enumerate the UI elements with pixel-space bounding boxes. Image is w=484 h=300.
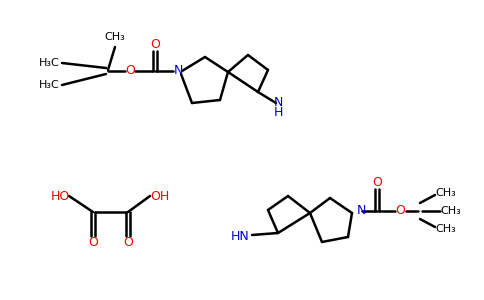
Text: O: O: [372, 176, 382, 190]
Text: H: H: [273, 106, 283, 119]
Text: N: N: [273, 97, 283, 110]
Text: H₃C: H₃C: [39, 58, 60, 68]
Text: OH: OH: [151, 190, 169, 202]
Text: O: O: [150, 38, 160, 50]
Text: H₃C: H₃C: [39, 80, 60, 90]
Text: CH₃: CH₃: [435, 188, 456, 198]
Text: N: N: [173, 64, 182, 77]
Text: O: O: [123, 236, 133, 248]
Text: O: O: [395, 205, 405, 218]
Text: O: O: [125, 64, 135, 77]
Text: O: O: [88, 236, 98, 248]
Text: HN: HN: [231, 230, 250, 242]
Text: CH₃: CH₃: [435, 224, 456, 234]
Text: HO: HO: [50, 190, 70, 202]
Text: CH₃: CH₃: [440, 206, 461, 216]
Text: CH₃: CH₃: [105, 32, 125, 42]
Text: N: N: [357, 205, 366, 218]
